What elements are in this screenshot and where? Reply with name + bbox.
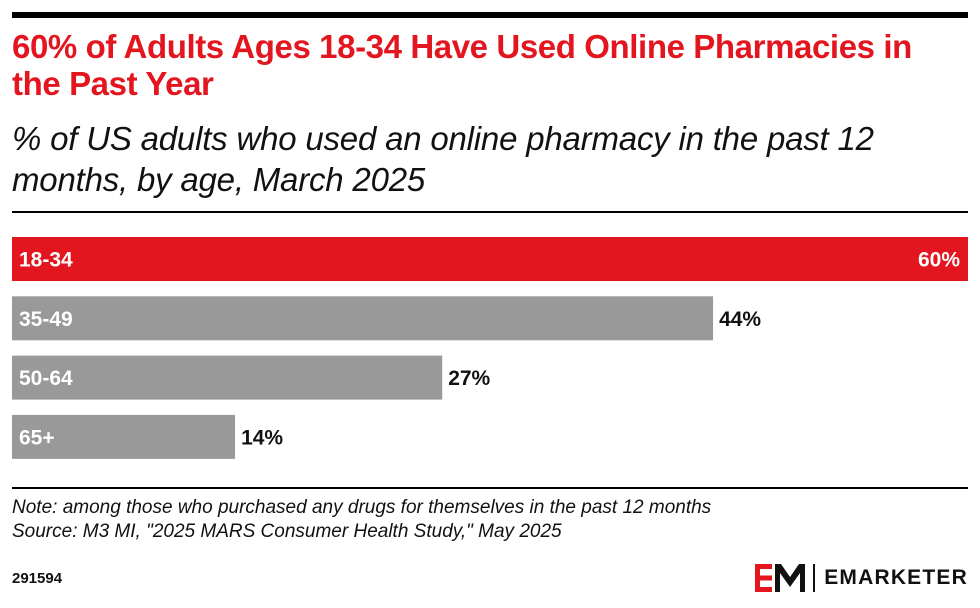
value-label: 14% <box>241 426 283 449</box>
category-label: 35-49 <box>19 308 73 331</box>
em-logo-icon <box>755 564 806 592</box>
category-label: 65+ <box>19 426 55 449</box>
category-label: 18-34 <box>19 249 73 272</box>
bar-50-64 <box>12 355 443 400</box>
top-rule <box>12 12 968 18</box>
bar-chart: 18-34 60% 35-49 44% 50-64 27% 65+ 14% <box>12 237 968 459</box>
chart-id: 291594 <box>12 570 63 587</box>
chart-note: Note: among those who purchased any drug… <box>12 497 712 518</box>
chart-title: 60% of Adults Ages 18-34 Have Used Onlin… <box>12 28 912 102</box>
brand-wordmark: EMARKETER <box>824 566 968 589</box>
header-divider <box>12 211 968 213</box>
value-label: 27% <box>448 367 490 390</box>
chart-source: Source: M3 MI, "2025 MARS Consumer Healt… <box>12 521 562 542</box>
emarketer-logo: EMARKETER <box>755 563 968 593</box>
bar-18-34 <box>12 237 968 281</box>
bar-65+ <box>12 414 236 459</box>
footer-divider <box>12 487 968 489</box>
logo-separator <box>813 564 816 592</box>
value-label: 60% <box>918 249 960 272</box>
value-label: 44% <box>719 308 761 331</box>
chart-subtitle: % of US adults who used an online pharma… <box>12 120 874 198</box>
category-label: 50-64 <box>19 367 73 390</box>
bar-35-49 <box>12 296 714 341</box>
